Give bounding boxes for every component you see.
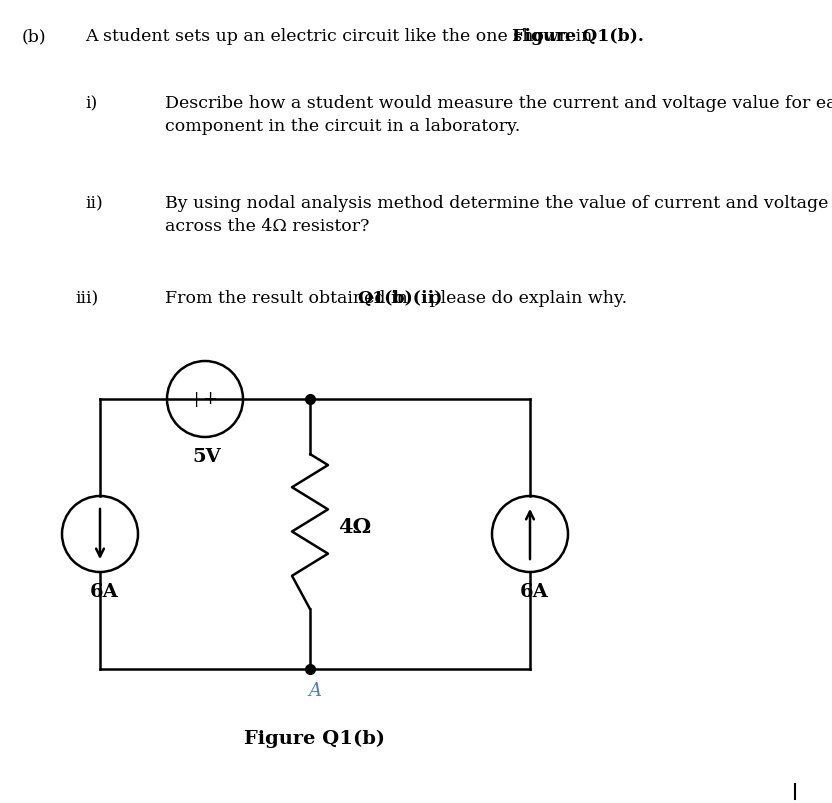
Text: (b): (b) <box>22 28 47 45</box>
Text: 4Ω: 4Ω <box>338 517 371 537</box>
Text: A: A <box>309 681 321 699</box>
Text: 6A: 6A <box>90 582 119 601</box>
Text: component in the circuit in a laboratory.: component in the circuit in a laboratory… <box>165 118 520 135</box>
Text: across the 4Ω resistor?: across the 4Ω resistor? <box>165 218 369 234</box>
Text: By using nodal analysis method determine the value of current and voltage: By using nodal analysis method determine… <box>165 195 829 212</box>
Text: From the result obtained in: From the result obtained in <box>165 290 414 307</box>
Text: please do explain why.: please do explain why. <box>424 290 627 307</box>
Text: Figure Q1(b).: Figure Q1(b). <box>512 28 644 45</box>
Text: i): i) <box>85 95 97 112</box>
Text: 5V: 5V <box>193 447 221 466</box>
Text: A student sets up an electric circuit like the one shown in: A student sets up an electric circuit li… <box>85 28 598 45</box>
Text: ii): ii) <box>85 195 102 212</box>
Text: Describe how a student would measure the current and voltage value for each: Describe how a student would measure the… <box>165 95 832 112</box>
Text: 6A: 6A <box>520 582 549 601</box>
Text: Q1(b)(ii): Q1(b)(ii) <box>357 290 442 307</box>
Text: +: + <box>202 389 217 407</box>
Text: |: | <box>195 392 200 407</box>
Text: iii): iii) <box>75 290 98 307</box>
Text: Figure Q1(b): Figure Q1(b) <box>245 729 385 748</box>
